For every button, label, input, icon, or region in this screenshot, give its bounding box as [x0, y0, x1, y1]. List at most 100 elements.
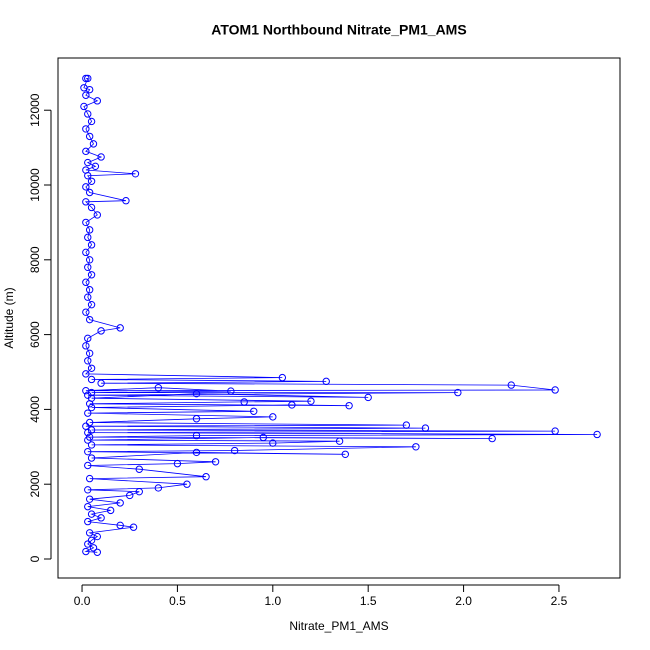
- data-point: [85, 495, 94, 503]
- data-point: [85, 188, 94, 197]
- y-tick-label: 8000: [28, 246, 42, 273]
- data-point: [322, 377, 330, 386]
- data-point: [87, 510, 96, 518]
- data-point: [84, 428, 92, 437]
- data-point: [154, 384, 163, 392]
- data-point: [84, 263, 92, 271]
- y-tick-label: 0: [28, 555, 42, 562]
- data-point: [551, 427, 559, 435]
- data-point: [82, 74, 90, 83]
- data-point: [269, 413, 277, 421]
- data-point: [593, 430, 601, 439]
- data-point: [84, 158, 92, 167]
- data-point: [230, 446, 239, 455]
- data-point: [84, 334, 92, 343]
- data-point: [97, 514, 105, 522]
- data-point: [82, 308, 90, 316]
- data-point: [183, 480, 191, 488]
- data-point: [192, 389, 201, 398]
- data-point: [192, 415, 201, 423]
- data-point: [135, 465, 143, 473]
- data-point: [82, 278, 90, 286]
- data-point: [154, 484, 163, 492]
- data-point: [259, 433, 267, 442]
- data-point: [82, 125, 90, 133]
- data-point: [202, 473, 210, 481]
- data-point: [82, 91, 90, 99]
- data-point: [278, 373, 287, 382]
- data-point: [488, 434, 496, 443]
- data-point: [307, 397, 315, 405]
- data-point: [87, 364, 96, 372]
- data-point: [84, 461, 92, 470]
- data-point: [80, 102, 88, 111]
- data-point: [87, 388, 96, 397]
- data-point: [227, 387, 235, 395]
- data-point: [126, 491, 134, 500]
- data-point: [82, 547, 90, 556]
- data-point: [84, 357, 92, 365]
- data-point: [116, 324, 124, 332]
- data-point: [87, 536, 96, 545]
- data-point: [82, 248, 90, 257]
- data-point: [288, 401, 296, 409]
- data-point: [87, 300, 96, 309]
- data-point: [87, 375, 96, 384]
- data-point: [89, 140, 98, 148]
- data-point: [364, 393, 372, 402]
- data-point: [82, 147, 90, 156]
- data-point: [85, 474, 94, 483]
- y-tick-label: 12000: [28, 93, 42, 127]
- x-axis-label: Nitrate_PM1_AMS: [289, 619, 388, 633]
- data-point: [93, 97, 101, 105]
- data-point: [84, 409, 92, 417]
- data-point: [93, 548, 101, 556]
- data-point: [250, 407, 258, 415]
- data-point: [87, 454, 96, 462]
- data-point: [211, 458, 220, 466]
- data-point: [85, 226, 94, 234]
- data-point: [87, 441, 96, 449]
- x-tick-label: 0.5: [169, 594, 186, 608]
- data-point: [97, 153, 105, 161]
- data-point: [116, 499, 124, 507]
- data-point: [341, 450, 349, 458]
- data-point: [345, 401, 353, 410]
- data-point: [192, 431, 201, 440]
- data-point: [87, 241, 96, 249]
- data-point: [116, 521, 124, 530]
- data-point: [85, 315, 94, 324]
- data-point: [135, 487, 143, 496]
- data-point: [84, 540, 92, 548]
- x-tick-label: 1.0: [264, 594, 281, 608]
- data-point: [91, 162, 100, 171]
- data-point: [240, 398, 248, 406]
- data-point: [84, 447, 92, 456]
- data-point: [85, 85, 94, 94]
- y-tick-label: 4000: [28, 396, 42, 423]
- data-point: [97, 327, 105, 335]
- data-point: [84, 293, 92, 301]
- data-point: [421, 424, 430, 432]
- data-point: [84, 436, 92, 444]
- data-point: [335, 437, 344, 445]
- data-point: [97, 379, 105, 387]
- y-tick-label: 2000: [28, 471, 42, 498]
- y-tick-label: 6000: [28, 321, 42, 348]
- data-point: [85, 286, 94, 294]
- data-point: [454, 388, 462, 397]
- data-point: [85, 418, 94, 427]
- data-point: [84, 171, 92, 180]
- data-point: [106, 506, 115, 515]
- x-tick-label: 2.5: [551, 594, 568, 608]
- data-point: [85, 256, 94, 264]
- data-point: [402, 421, 411, 429]
- data-point: [85, 132, 94, 141]
- data-point: [507, 381, 515, 389]
- data-point: [93, 532, 101, 541]
- data-point: [87, 403, 96, 412]
- data-point: [87, 271, 96, 279]
- data-point: [269, 439, 277, 447]
